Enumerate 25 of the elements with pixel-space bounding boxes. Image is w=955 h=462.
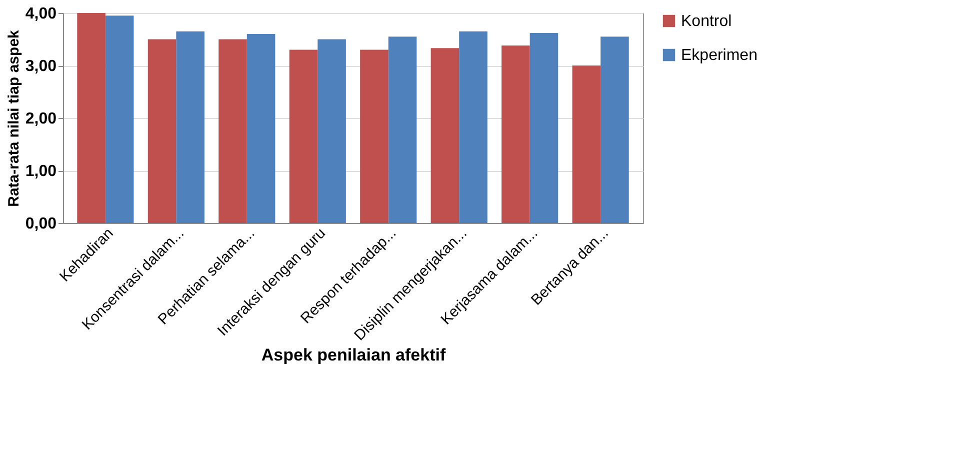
bar	[502, 46, 530, 223]
bar	[318, 39, 346, 223]
bar	[388, 36, 417, 223]
bar	[530, 32, 558, 223]
y-tick-label: 1,00	[25, 163, 57, 180]
legend-label: Kontrol	[681, 13, 732, 30]
bar	[572, 66, 601, 223]
bar	[218, 39, 247, 223]
y-tick-label: 3,00	[25, 58, 57, 75]
bar	[600, 36, 629, 223]
y-tick-label: 0,00	[25, 216, 57, 232]
bar	[246, 34, 276, 223]
bar	[360, 50, 388, 223]
bar	[105, 16, 134, 223]
bar	[459, 31, 488, 223]
y-tick-label: 2,00	[25, 110, 57, 128]
legend-label: Ekperimen	[681, 47, 758, 64]
x-axis-title: Aspek penilaian afektif	[261, 345, 446, 364]
bar	[77, 13, 106, 223]
bar	[148, 39, 176, 223]
bar	[289, 50, 318, 223]
y-axis-title: Rata-rata nilai tiap aspek	[5, 29, 22, 207]
y-tick-label: 4,00	[25, 6, 57, 22]
bar	[430, 48, 460, 223]
bar	[176, 31, 204, 223]
